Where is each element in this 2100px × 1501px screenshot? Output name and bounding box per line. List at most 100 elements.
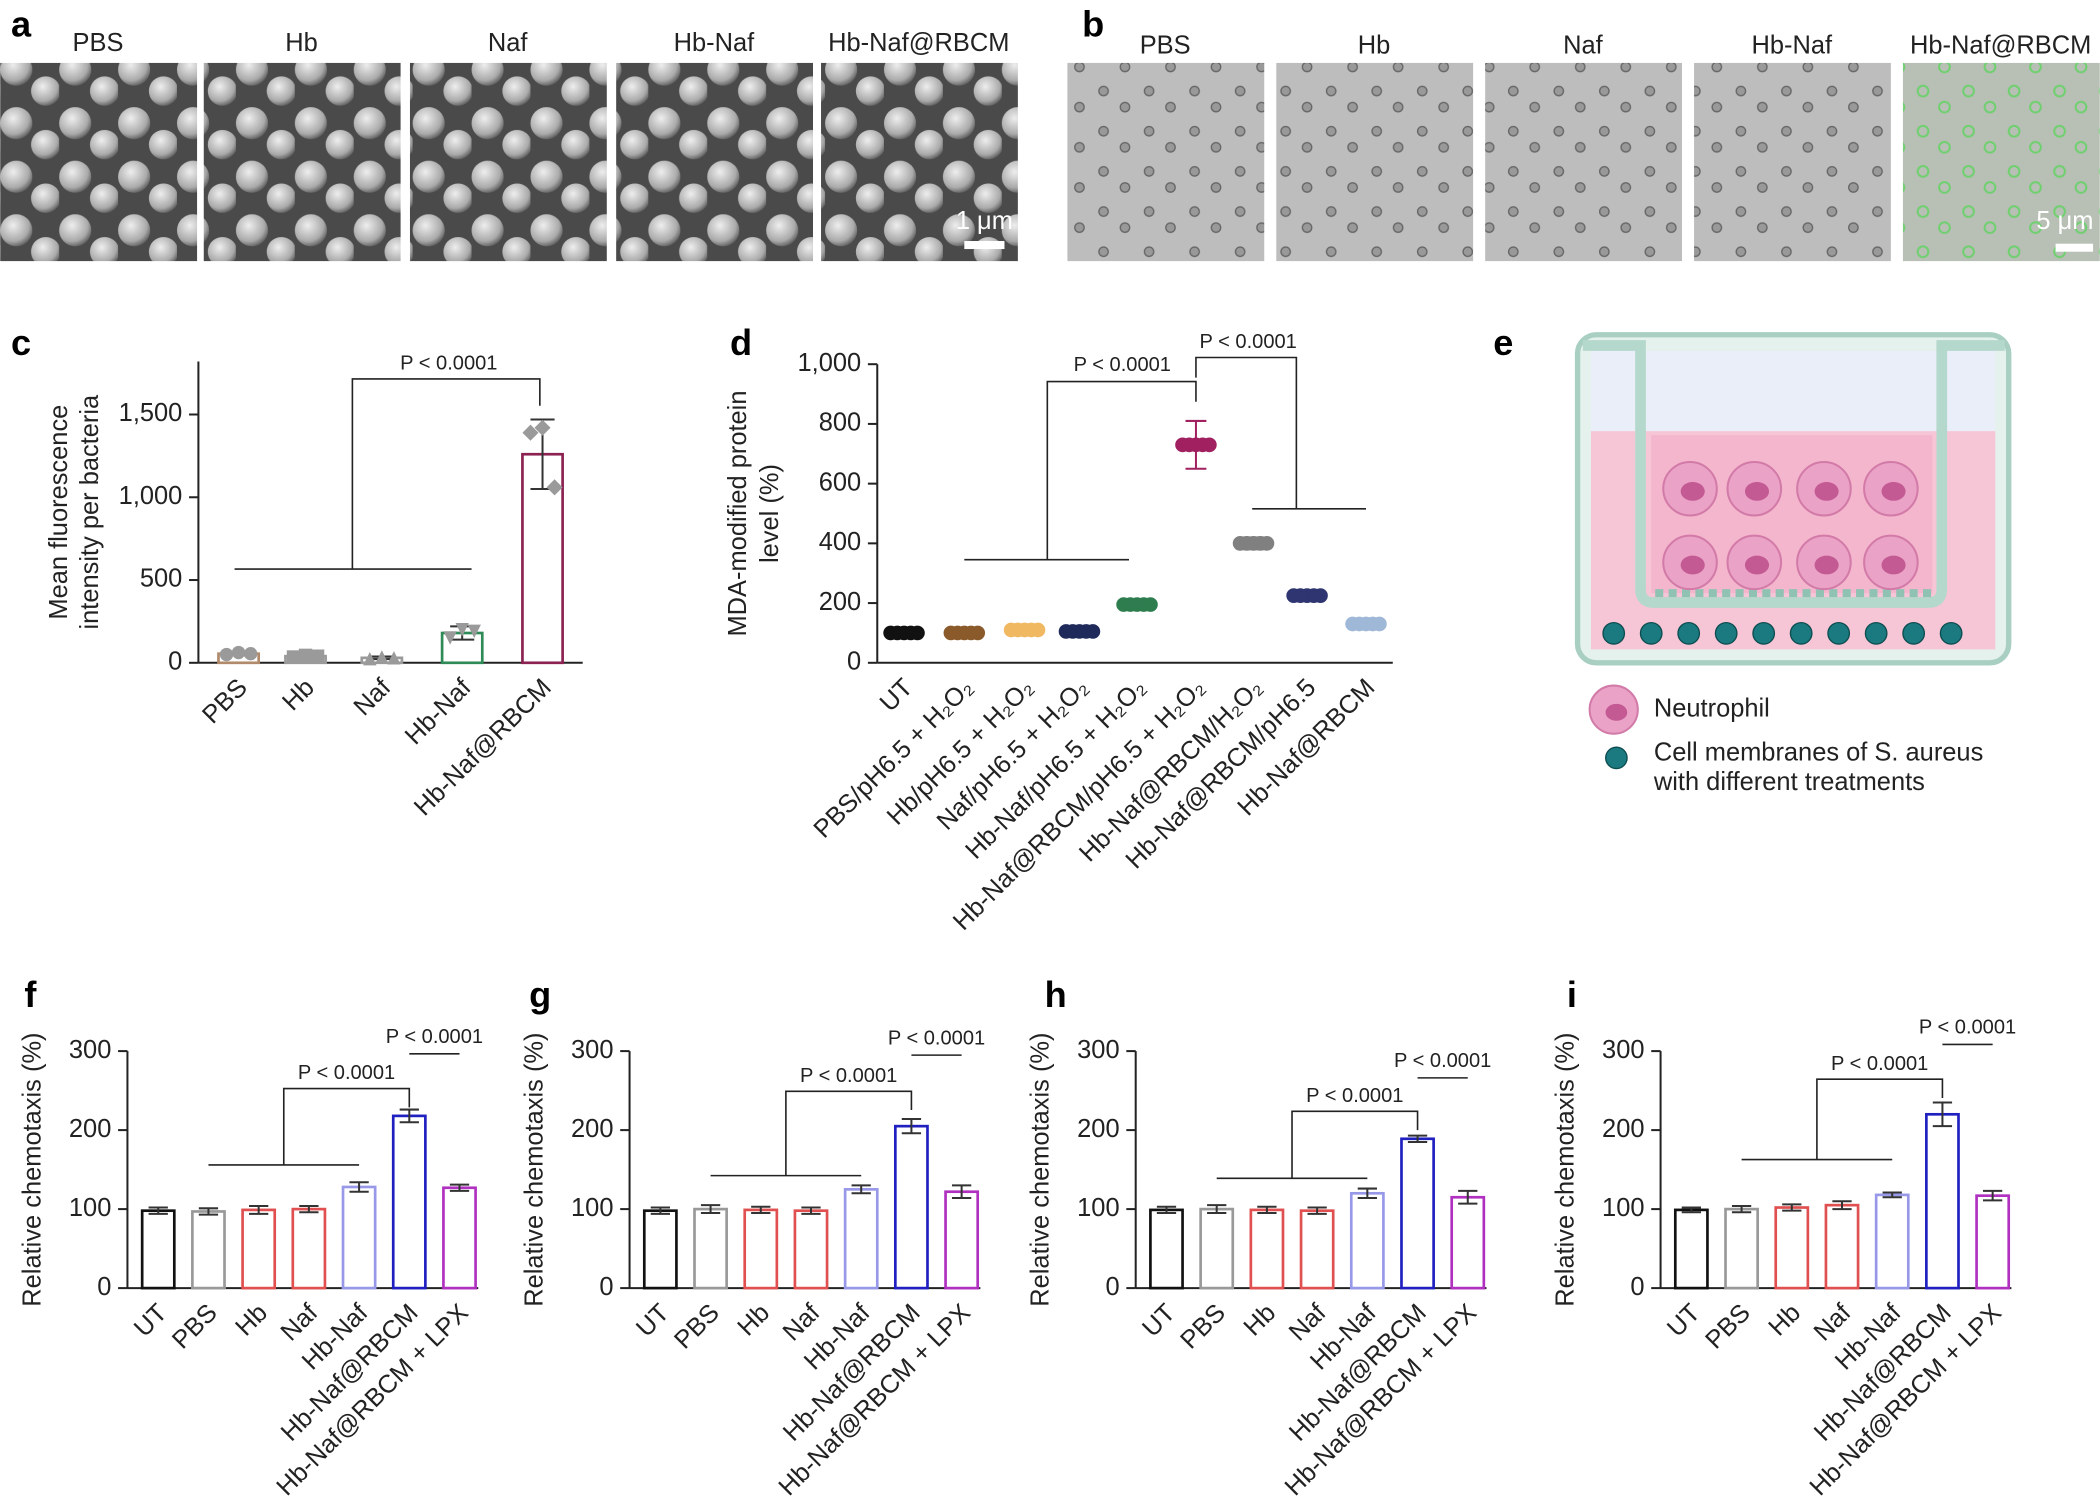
image-label: Hb [285,29,318,57]
panel-label: a [11,3,32,44]
y-tick-label: 1,000 [119,482,183,510]
panel-label: c [11,322,31,363]
legend-vesicle [1605,746,1628,770]
x-tick-label: Naf [348,673,396,721]
x-tick-label: PBS [167,1299,223,1355]
image-label: Naf [1563,32,1604,60]
data-point [363,651,377,666]
membrane-vesicle [1752,621,1776,645]
data-point [219,647,234,662]
x-tick-label: PBS [669,1299,725,1355]
transwell-diagram [1574,332,2012,666]
data-point [467,624,481,639]
x-tick-label: UT [875,673,919,717]
bar [743,1208,779,1290]
data-point [387,651,401,665]
bar [1975,1194,2011,1290]
significance-bracket [1195,356,1298,509]
panel-label: e [1493,322,1513,363]
membrane-vesicle [1864,621,1888,645]
y-tick-label: 0 [1630,1273,1644,1301]
bar [843,1188,879,1290]
bar [642,1209,678,1290]
bar [1249,1208,1285,1290]
x-tick-label: UT [1137,1299,1181,1343]
significance-bracket [1816,1078,1944,1160]
nucleus [1814,555,1839,575]
membrane-vesicle [1939,621,1963,645]
p-value: P < 0.0001 [1831,1053,1928,1075]
y-tick-label: 100 [571,1194,613,1222]
micrograph [203,62,401,262]
membrane-vesicle [1827,621,1851,645]
membrane-vesicle [1602,621,1626,645]
legend-text: with different treatments [1653,768,1925,796]
data-point [443,631,457,645]
significance-bracket [282,1087,411,1165]
bar [793,1209,829,1290]
bar [894,1124,929,1290]
y-tick-label: 800 [819,409,861,437]
bar [140,1209,176,1290]
x-tick-label: Hb-Naf [400,673,477,750]
scale-bar-label: 1 μm [956,207,1013,235]
micrograph [1694,62,1891,262]
y-tick-label: 0 [847,648,861,676]
significance-bracket [1046,380,1197,560]
data-point [298,648,313,663]
legend-text: Cell membranes of S. aureus [1654,739,1983,767]
bar [1824,1203,1860,1290]
nucleus [1680,482,1705,501]
y-axis-label: intensity per bacteria [76,394,104,630]
membrane-vesicle [1639,621,1663,645]
bar [341,1185,377,1290]
y-tick-label: 500 [140,565,182,593]
panel-label: g [529,974,551,1015]
y-tick-label: 100 [69,1194,111,1222]
nucleus [1744,555,1770,575]
data-point [455,622,469,637]
bar [1349,1191,1385,1290]
panel-label: b [1082,3,1104,44]
y-tick-label: 400 [819,528,861,556]
bar [1724,1207,1759,1290]
bar [693,1207,728,1290]
x-tick-label: UT [1662,1299,1706,1343]
y-tick-label: 0 [168,648,182,676]
bar [442,1186,477,1290]
image-label: PBS [73,29,124,57]
y-tick-label: 300 [1077,1036,1119,1064]
x-tick-label: UT [631,1299,675,1343]
nucleus [1605,703,1628,721]
x-tick-label: UT [129,1299,173,1343]
p-value: P < 0.0001 [1200,331,1297,353]
bar [291,1207,327,1290]
x-tick-label: PBS [1175,1299,1231,1355]
image-label: Hb [1358,32,1391,60]
micrograph [1067,62,1265,262]
y-tick-label: 200 [69,1115,111,1143]
y-tick-label: 200 [819,588,861,616]
image-label: Hb-Naf@RBCM [1910,32,2091,60]
y-tick-label: 1,500 [119,399,183,427]
insert [1582,340,2005,608]
bar [1199,1207,1235,1290]
data-point [522,424,539,441]
bar [1925,1112,1960,1290]
x-tick-label: Hb [1238,1299,1281,1342]
significance-bracket [1291,1110,1419,1179]
p-value: P < 0.0001 [400,353,497,375]
micrograph [616,62,813,262]
y-axis-label: level (%) [756,464,784,563]
bar [944,1190,980,1290]
panel-label: h [1045,974,1067,1015]
y-tick-label: 300 [1602,1036,1644,1064]
p-value: P < 0.0001 [1306,1085,1403,1107]
p-value: P < 0.0001 [298,1062,395,1084]
micrograph [1485,62,1682,262]
y-axis-label: MDA-modified protein [724,391,752,637]
micrograph [1902,62,2100,262]
bar [191,1210,226,1290]
image-label: Hb-Naf [1752,32,1834,60]
y-tick-label: 300 [571,1036,613,1064]
